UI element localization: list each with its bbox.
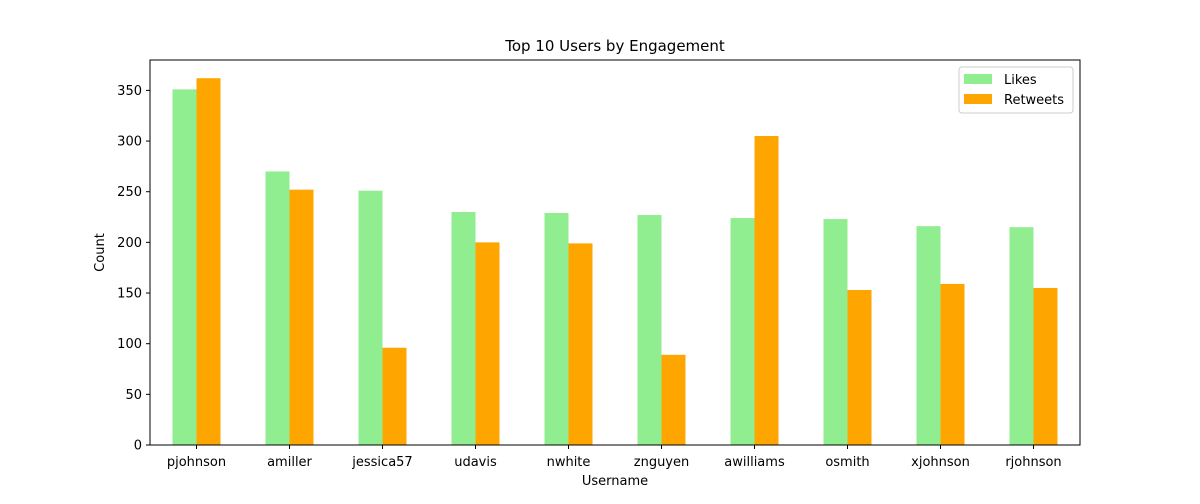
y-tick-label: 350	[117, 84, 142, 99]
bar-likes-awilliams	[730, 218, 755, 445]
y-axis: 0 50 100 150 200 250 300 350	[117, 84, 150, 454]
x-tick-label-rjohnson: rjohnson	[1005, 455, 1061, 470]
bar-retweets-rjohnson	[1033, 287, 1058, 445]
x-axis: pjohnson amiller jessica57 udavis nwhite zngu…	[167, 445, 1062, 470]
y-axis-label: Count	[93, 233, 108, 272]
bar-likes-amiller	[265, 171, 290, 445]
bar-retweets-znguyen	[661, 354, 686, 445]
y-tick-label: 300	[117, 135, 142, 150]
x-axis-label: Username	[582, 474, 648, 489]
bar-likes-udavis	[451, 211, 476, 445]
y-tick-label: 50	[125, 388, 142, 403]
legend-swatch-likes	[964, 74, 992, 84]
legend-label-likes: Likes	[1004, 73, 1037, 88]
y-tick-label: 100	[117, 337, 142, 352]
bar-likes-osmith	[823, 219, 848, 445]
y-tick-label: 200	[117, 236, 142, 251]
bar-likes-nwhite	[544, 212, 569, 445]
x-tick-label-osmith: osmith	[825, 455, 869, 470]
bar-retweets-udavis	[475, 242, 500, 445]
x-tick-label-awilliams: awilliams	[724, 455, 785, 470]
x-tick-label-udavis: udavis	[454, 455, 497, 470]
y-tick-label: 0	[134, 439, 142, 454]
x-tick-label-pjohnson: pjohnson	[167, 455, 226, 470]
chart-title: Top 10 Users by Engagement	[504, 37, 725, 55]
bar-retweets-jessica57	[382, 347, 407, 445]
x-tick-label-znguyen: znguyen	[634, 455, 690, 470]
bar-retweets-nwhite	[568, 243, 593, 445]
bar-likes-jessica57	[358, 190, 383, 445]
plot-frame	[149, 59, 1081, 446]
x-tick-label-jessica57: jessica57	[351, 455, 412, 470]
legend-swatch-retweets	[964, 94, 992, 104]
bar-likes-xjohnson	[916, 226, 941, 445]
bar-retweets-pjohnson	[196, 78, 221, 445]
y-tick-label: 250	[117, 185, 142, 200]
bar-likes-pjohnson	[172, 89, 197, 445]
legend: Likes Retweets	[958, 66, 1074, 114]
bar-retweets-awilliams	[754, 135, 779, 445]
bar-likes-rjohnson	[1009, 227, 1034, 445]
x-tick-label-amiller: amiller	[267, 455, 312, 470]
x-tick-label-nwhite: nwhite	[547, 455, 591, 470]
x-tick-label-xjohnson: xjohnson	[911, 455, 970, 470]
y-tick-label: 150	[117, 287, 142, 302]
bar-retweets-osmith	[847, 289, 872, 445]
bar-retweets-amiller	[289, 189, 314, 445]
legend-label-retweets: Retweets	[1004, 93, 1064, 108]
bar-retweets-xjohnson	[940, 283, 965, 445]
bar-likes-znguyen	[637, 215, 662, 445]
bars-layer	[172, 78, 1058, 445]
